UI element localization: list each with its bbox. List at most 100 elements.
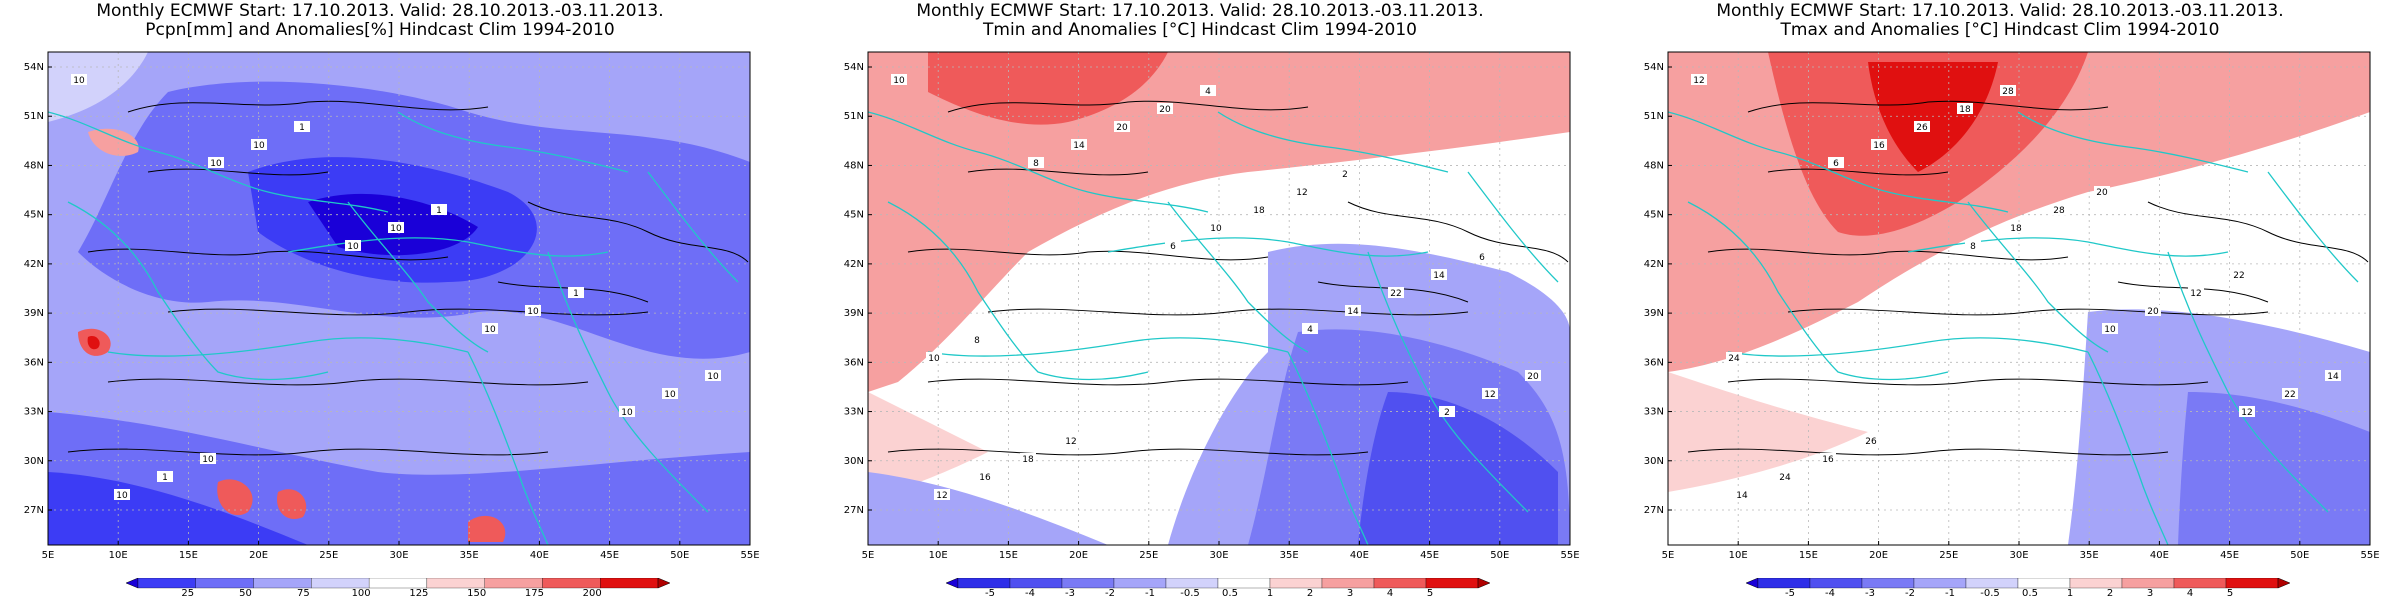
contour-label: 2 — [1342, 170, 1348, 180]
colorbar-segment — [600, 578, 659, 589]
coastline — [67, 201, 329, 381]
contour-label: 18 — [1253, 206, 1265, 216]
panel-title: Monthly ECMWF Start: 17.10.2013. Valid: … — [96, 1, 664, 21]
contour-line — [107, 378, 589, 386]
contour-label: 6 — [1170, 242, 1176, 252]
contour-label: 22 — [2233, 271, 2244, 281]
coastline — [1367, 251, 1529, 513]
contour-line — [947, 100, 1309, 113]
lon-tick-label: 5E — [862, 550, 875, 561]
colorbar-tick-label: 3 — [2146, 588, 2154, 599]
colorbar-tick-label: 100 — [351, 588, 371, 599]
contour-label: 10 — [116, 491, 128, 501]
contour-label-bg — [1828, 157, 1844, 168]
coastline — [48, 111, 389, 213]
contour-label: 10 — [484, 325, 496, 335]
colorbar-tick-label: 175 — [524, 588, 544, 599]
coastline — [467, 351, 549, 545]
lon-tick-label: 50E — [2290, 550, 2309, 561]
contour-label-bg — [2188, 287, 2204, 298]
coastline — [2087, 351, 2169, 545]
coastline — [107, 337, 469, 357]
lon-tick-label: 10E — [1729, 550, 1748, 561]
contour-label-bg — [1251, 204, 1267, 215]
lat-tick-label: 54N — [1644, 62, 1664, 73]
contour-line — [147, 168, 329, 176]
coastline — [397, 111, 629, 173]
contour-label-bg — [1777, 471, 1793, 482]
tmin-map: 1086421214101412162018222018201214101242… — [844, 51, 1580, 561]
colorbar-tick-label: -3 — [1065, 588, 1075, 599]
colorbar-graphic — [946, 578, 1490, 589]
lat-tick-label: 30N — [24, 456, 44, 467]
lon-tick-label: 45E — [1420, 550, 1439, 561]
colorbar-tick-label: 75 — [296, 588, 310, 599]
shading-region — [1868, 62, 1998, 172]
contour-label: 18 — [1022, 455, 1034, 465]
colorbar-graphic — [1746, 578, 2290, 589]
contour-label-bg — [525, 305, 541, 316]
lat-tick-label: 30N — [1644, 456, 1664, 467]
colorbar-tick-label: 125 — [409, 588, 429, 599]
colorbar-tick-label: 4 — [1386, 588, 1394, 599]
contour-label-bg — [2325, 370, 2341, 381]
contour-label: 8 — [1033, 159, 1039, 169]
contour-label-bg — [2051, 204, 2067, 215]
coastline — [1907, 237, 2229, 257]
lat-tick-label: 48N — [844, 160, 864, 171]
contour-line — [967, 168, 1149, 176]
contour-label-bg — [71, 74, 87, 85]
colorbar-arrow-left — [946, 578, 959, 589]
contour-label: 20 — [2147, 307, 2159, 317]
lon-tick-label: 35E — [2080, 550, 2099, 561]
colorbar-tick-label: 1 — [2066, 588, 2074, 599]
precipitation-map: 10 10 10 10 10 10 10 10 10 10 1 1 1 1 10 10 54N 51N 48N 45N… — [24, 51, 760, 561]
shading-region — [468, 515, 506, 542]
contour-label: 22 — [2284, 390, 2295, 400]
coastline — [1167, 201, 1309, 353]
colorbar-tick-label: 5 — [2226, 588, 2234, 599]
contour-label: 10 — [621, 408, 633, 418]
lat-tick-label: 42N — [24, 259, 44, 270]
shading-region — [928, 52, 1168, 125]
contour-label-bg — [2102, 323, 2118, 334]
lon-tick-label: 10E — [109, 550, 128, 561]
colorbar-arrow-right — [2277, 578, 2290, 589]
lon-tick-label: 5E — [1662, 550, 1675, 561]
contour-label-bg — [619, 406, 635, 417]
colorbar-tick-label: -1 — [1945, 588, 1955, 599]
coastline — [1107, 237, 1429, 257]
contour-label: 26 — [1916, 123, 1928, 133]
contour-label: 16 — [979, 473, 991, 483]
coastline — [2167, 251, 2329, 513]
contour-label-bg — [1157, 103, 1173, 114]
contour-label-bg — [1200, 85, 1216, 96]
contour-label-bg — [200, 453, 216, 464]
lat-tick-label: 48N — [24, 160, 44, 171]
colorbar-arrow-left — [126, 578, 139, 589]
lon-tick-label: 50E — [1490, 550, 1509, 561]
contour-line — [167, 308, 649, 316]
contour-label: 28 — [2002, 87, 2014, 97]
colorbar-tick-label: 3 — [1346, 588, 1354, 599]
colorbar-tick-label: -5 — [1785, 588, 1795, 599]
contour-label: 14 — [1736, 491, 1748, 501]
coastline — [1668, 111, 2009, 213]
colorbar-segment — [1061, 578, 1115, 589]
contour-label: 10 — [893, 76, 905, 86]
contour-label-bg — [568, 287, 584, 298]
contour-label-bg — [1691, 74, 1707, 85]
contour-line — [527, 201, 749, 263]
shading-region — [868, 52, 1570, 392]
lat-tick-label: 30N — [844, 456, 864, 467]
contour-label: 10 — [928, 354, 940, 364]
contour-label: 10 — [1210, 224, 1222, 234]
contour-label: 20 — [1116, 123, 1128, 133]
contour-label: 12 — [2241, 408, 2252, 418]
colorbar-tick-label: -3 — [1865, 588, 1875, 599]
contour-label-bg — [1734, 489, 1750, 500]
lon-tick-label: 10E — [929, 550, 948, 561]
colorbar-tmin — [946, 578, 1490, 592]
contour-label: 10 — [707, 372, 719, 382]
contour-line — [127, 100, 489, 113]
